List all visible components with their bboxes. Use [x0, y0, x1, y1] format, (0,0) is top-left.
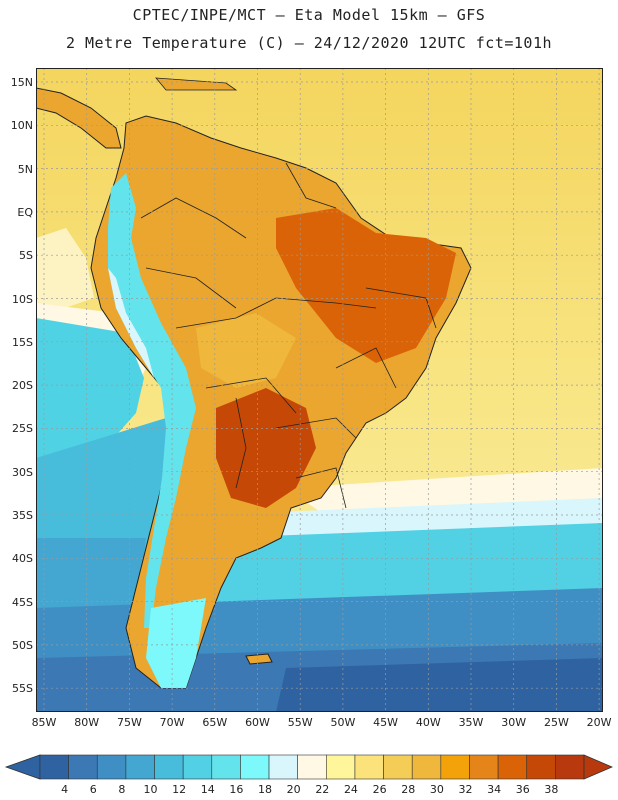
lon-tick-label: 70W	[159, 716, 185, 729]
title-line-1: CPTEC/INPE/MCT – Eta Model 15km – GFS	[132, 6, 486, 24]
lat-tick-label: 10S	[12, 292, 33, 306]
ocean-band-16	[36, 318, 144, 468]
colorbar-label: 28	[401, 783, 416, 796]
colorbar-bin	[125, 754, 155, 780]
colorbar-bin	[96, 754, 127, 780]
land-warm-central	[196, 313, 296, 388]
colorbar-label: 20	[286, 783, 301, 796]
colorbar-bin	[469, 754, 499, 780]
land-hot-north	[276, 208, 456, 363]
land-central-america	[35, 87, 122, 149]
colorbar-bin	[39, 754, 69, 780]
colorbar-label: 30	[429, 783, 444, 796]
lon-tick-label: 30W	[501, 716, 527, 729]
colorbar-label: 8	[118, 783, 126, 796]
lat-tick-label: 5S	[19, 249, 33, 263]
colorbar-bin	[411, 754, 442, 780]
lon-tick-label: 35W	[458, 716, 484, 729]
colorbar-bin	[440, 754, 470, 780]
colorbar-label: 10	[143, 783, 158, 796]
colorbar-label: 26	[372, 783, 387, 796]
colorbar-label: 38	[544, 783, 559, 796]
colorbar-bin	[497, 754, 528, 780]
lon-tick-label: 50W	[330, 716, 356, 729]
country-borders	[140, 162, 437, 509]
colorbar-bin	[182, 754, 213, 780]
lon-tick-label: 80W	[74, 716, 100, 729]
graticule	[36, 68, 603, 712]
land-hot-south	[216, 388, 316, 508]
colorbar-bin	[211, 754, 241, 780]
title-line-2: 2 Metre Temperature (C) – 24/12/2020 12U…	[65, 34, 553, 52]
lat-tick-label: 30S	[12, 465, 33, 479]
colorbar-bin	[240, 754, 270, 780]
lat-tick-label: 45S	[12, 595, 33, 609]
lon-tick-label: 85W	[31, 716, 57, 729]
colorbar-bin	[383, 754, 413, 780]
colorbar-label: 24	[343, 783, 358, 796]
lat-tick-label: EQ	[17, 205, 33, 219]
ocean-pacific-warm	[36, 228, 94, 318]
lon-tick-label: 40W	[415, 716, 441, 729]
colorbar-label: 14	[200, 783, 215, 796]
colorbar-label: 36	[515, 783, 530, 796]
colorbar-bin	[326, 754, 356, 780]
colorbar-label: 6	[89, 783, 97, 796]
lon-tick-label: 60W	[245, 716, 270, 729]
colorbar-bin	[555, 754, 585, 780]
lat-tick-label: 15S	[12, 335, 33, 349]
lat-tick-label: 55S	[12, 682, 33, 696]
colorbar-bin	[354, 754, 384, 780]
lat-tick-label: 25S	[12, 422, 33, 436]
colorbar-bin	[526, 754, 556, 780]
land-patagonia	[146, 598, 206, 688]
colorbar-bin	[154, 754, 184, 780]
colorbar-label: 4	[61, 783, 69, 796]
colorbar-arrow-high	[583, 754, 614, 780]
colorbar-label: 16	[229, 783, 244, 796]
lat-tick-label: 5N	[17, 162, 33, 176]
land-andes-cold	[108, 173, 196, 628]
lat-tick-label: 20S	[12, 379, 33, 393]
lat-tick-label: 50S	[12, 638, 33, 652]
colorbar-label: 18	[258, 783, 273, 796]
colorbar-label: 34	[487, 783, 502, 796]
land-caribbean	[155, 77, 238, 91]
lon-tick-label: 45W	[373, 716, 399, 729]
colorbar-bin	[297, 754, 327, 780]
lon-tick-label: 75W	[116, 716, 142, 729]
colorbar-bin	[268, 754, 298, 780]
land-falklands	[245, 653, 273, 665]
map-frame	[36, 68, 603, 712]
temperature-map	[35, 68, 603, 712]
lat-tick-label: 40S	[12, 552, 33, 566]
colorbar-bin	[68, 754, 98, 780]
lon-tick-label: 25W	[543, 716, 569, 729]
lat-tick-label: 15N	[10, 76, 33, 89]
lon-tick-label: 20W	[586, 716, 612, 729]
colorbar	[0, 752, 618, 782]
land-andes-lightblue	[108, 268, 154, 378]
colorbar-label: 32	[458, 783, 473, 796]
lat-tick-label: 10N	[10, 119, 33, 133]
colorbar-label: 12	[172, 783, 187, 796]
lat-tick-label: 35S	[12, 509, 33, 522]
colorbar-label: 22	[315, 783, 330, 796]
lon-tick-label: 65W	[202, 716, 228, 729]
lon-tick-label: 55W	[287, 716, 313, 729]
ocean-band-south-3	[276, 658, 603, 712]
colorbar-arrow-low	[4, 754, 41, 780]
